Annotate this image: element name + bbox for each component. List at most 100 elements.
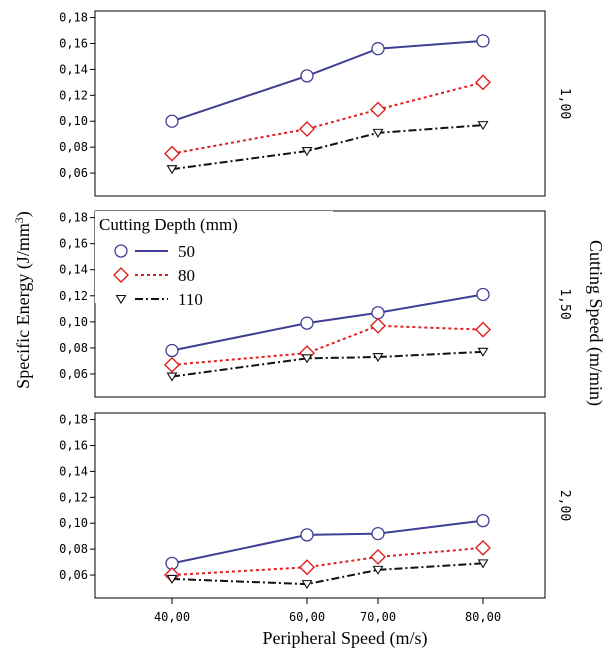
series-80: [164, 539, 491, 584]
right-facet-axis-title: Cutting Speed (m/min): [585, 240, 606, 406]
x-axis-title: Peripheral Speed (m/s): [263, 628, 428, 649]
y-tick-label: 0,16: [59, 237, 88, 251]
series-110: [166, 559, 489, 590]
facet-label: 2,00: [557, 490, 572, 521]
data-point: [476, 34, 490, 48]
facet-label: 1,00: [557, 88, 572, 119]
y-tick-label: 0,08: [59, 341, 88, 355]
y-tick-label: 0,12: [59, 289, 88, 303]
y-tick-label: 0,18: [59, 413, 88, 427]
data-point: [475, 321, 491, 338]
y-tick-label: 0,18: [59, 211, 88, 225]
series-line: [171, 519, 484, 565]
y-tick-label: 0,12: [59, 88, 88, 102]
data-point: [299, 559, 315, 576]
series-line: [171, 350, 484, 378]
data-point: [371, 526, 385, 541]
series-line: [171, 39, 484, 123]
data-point: [370, 101, 386, 118]
x-tick-label: 80,00: [465, 610, 501, 624]
data-point: [301, 580, 313, 590]
data-point: [476, 513, 490, 528]
series-110: [166, 121, 489, 175]
data-point: [477, 121, 489, 131]
data-point: [166, 372, 178, 382]
y-tick-label: 0,10: [59, 315, 88, 329]
legend-marker: [114, 244, 128, 258]
series-50: [165, 34, 490, 128]
y-tick-label: 0,10: [59, 114, 88, 128]
y-axis-title-superscript: 3: [12, 217, 26, 223]
data-point: [371, 306, 385, 320]
data-point: [372, 565, 384, 575]
y-tick-label: 0,16: [59, 37, 88, 51]
y-axis-title-main: Specific Energy (J/mm: [13, 223, 34, 389]
series-110: [166, 347, 489, 382]
data-point: [476, 287, 490, 302]
data-point: [300, 528, 314, 542]
legend-label: 80: [178, 266, 195, 285]
series-80: [164, 317, 491, 373]
data-point: [477, 559, 489, 569]
series-line: [171, 324, 484, 366]
legend: Cutting Depth (mm) 50 80 110: [95, 211, 333, 309]
data-point: [164, 145, 180, 162]
y-tick-label: 0,08: [59, 140, 88, 154]
y-tick-label: 0,12: [59, 490, 88, 504]
data-point: [475, 539, 491, 556]
y-tick-label: 0,16: [59, 439, 88, 453]
y-tick-label: 0,18: [59, 11, 88, 25]
data-point: [300, 316, 314, 330]
panel-frame: [94, 412, 546, 599]
legend-entry-110: 110: [115, 290, 203, 309]
series-line: [171, 124, 484, 171]
data-point: [165, 343, 179, 358]
y-tick-label: 0,06: [59, 367, 88, 381]
data-point: [166, 574, 178, 585]
panel-1: 0,06 0,08 0,10 0,12 0,14 0,16 0,18 1,00: [59, 10, 572, 197]
facet-label: 1,50: [557, 288, 572, 319]
legend-label: 110: [178, 290, 203, 309]
data-point: [370, 548, 386, 565]
series-line: [171, 546, 484, 577]
data-point: [372, 352, 384, 363]
series-line: [171, 81, 484, 155]
data-point: [166, 165, 178, 175]
legend-marker: [113, 267, 129, 283]
y-tick-label: 0,08: [59, 542, 88, 556]
series-80: [164, 74, 491, 162]
series-line: [171, 562, 484, 586]
legend-entry-50: 50: [114, 242, 195, 261]
series-50: [165, 513, 490, 571]
x-tick-label: 40,00: [154, 610, 190, 624]
legend-marker: [115, 294, 127, 305]
data-point: [372, 128, 384, 138]
data-point: [477, 347, 489, 357]
y-axis-title: Specific Energy (J/mm3): [12, 211, 34, 389]
series-line: [171, 293, 484, 352]
legend-title: Cutting Depth (mm): [99, 215, 238, 234]
y-tick-label: 0,14: [59, 263, 88, 277]
data-point: [165, 114, 179, 128]
panel-3: 0,06 0,08 0,10 0,12 0,14 0,16 0,18 2,00: [59, 412, 572, 599]
data-point: [371, 42, 385, 56]
data-point: [300, 69, 314, 83]
y-axis-title-close: ): [13, 211, 34, 217]
data-point: [299, 121, 315, 137]
x-tick-label: 70,00: [360, 610, 396, 624]
panel-frame: [94, 10, 546, 197]
x-tick-label: 60,00: [289, 610, 325, 624]
y-tick-label: 0,14: [59, 62, 88, 76]
chart-panels: 0,06 0,08 0,10 0,12 0,14 0,16 0,18 1,00 0,06 0,08…: [59, 10, 572, 599]
series-50: [165, 287, 490, 358]
data-point: [301, 146, 313, 157]
y-tick-label: 0,10: [59, 516, 88, 530]
y-tick-label: 0,06: [59, 568, 88, 582]
x-axis: 40,00 60,00 70,00 80,00: [154, 598, 501, 624]
y-tick-label: 0,06: [59, 166, 88, 180]
y-tick-label: 0,14: [59, 464, 88, 478]
panel-2: 0,06 0,08 0,10 0,12 0,14 0,16 0,18 1,50: [59, 210, 572, 398]
legend-background: [95, 211, 333, 303]
data-point: [475, 74, 491, 91]
